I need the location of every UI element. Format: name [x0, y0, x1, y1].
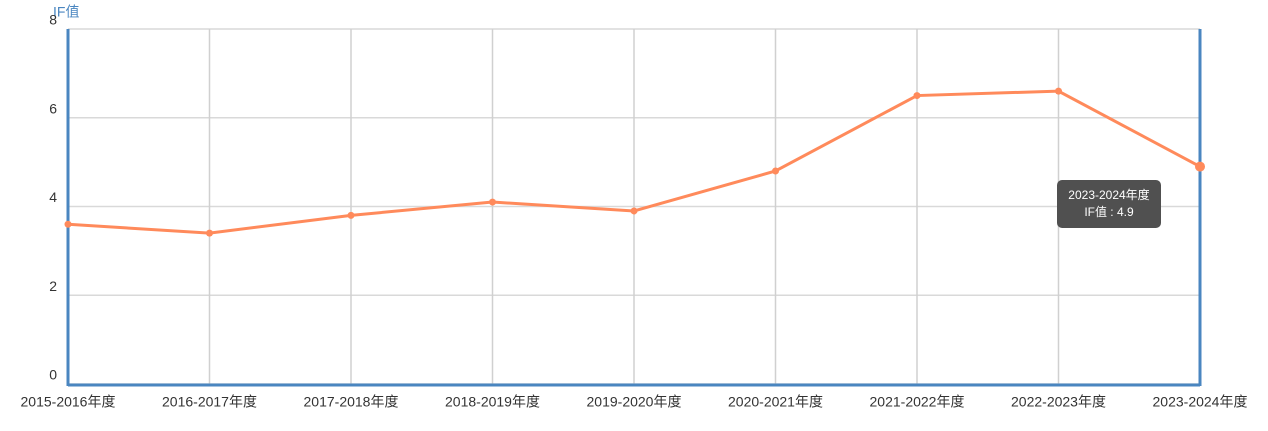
x-tick-label: 2022-2023年度	[1011, 394, 1106, 410]
y-tick-label: 0	[49, 367, 57, 383]
point	[64, 220, 72, 228]
x-tick-label: 2020-2021年度	[728, 394, 823, 410]
x-tick-label: 2017-2018年度	[304, 394, 399, 410]
tooltip: 2023-2024年度 IF值 : 4.9	[1057, 180, 1161, 228]
tooltip-text: IF值 : 4.9	[1084, 204, 1134, 219]
y-tick-label: 2	[49, 278, 57, 294]
point	[489, 198, 496, 206]
tooltip-box	[1057, 180, 1161, 228]
x-tick-label: 2018-2019年度	[445, 394, 540, 410]
point	[206, 229, 213, 237]
y-tick-label: 6	[49, 100, 57, 116]
x-tick-label: 2016-2017年度	[162, 394, 257, 410]
point	[1055, 87, 1062, 95]
point	[772, 167, 779, 175]
x-tick-label: 2015-2016年度	[21, 394, 116, 410]
x-tick-label: 2019-2020年度	[587, 394, 682, 410]
y-tick-label: 4	[49, 189, 57, 205]
point	[630, 207, 638, 215]
point	[1195, 161, 1205, 172]
y-tick-label: 8	[49, 12, 57, 28]
x-tick-label: 2021-2022年度	[870, 394, 965, 410]
point	[347, 211, 355, 219]
point	[913, 92, 921, 100]
y-axis-label: IF值	[53, 4, 79, 20]
x-tick-label: 2023-2024年度	[1153, 394, 1248, 410]
tooltip-title: 2023-2024年度	[1068, 187, 1149, 202]
